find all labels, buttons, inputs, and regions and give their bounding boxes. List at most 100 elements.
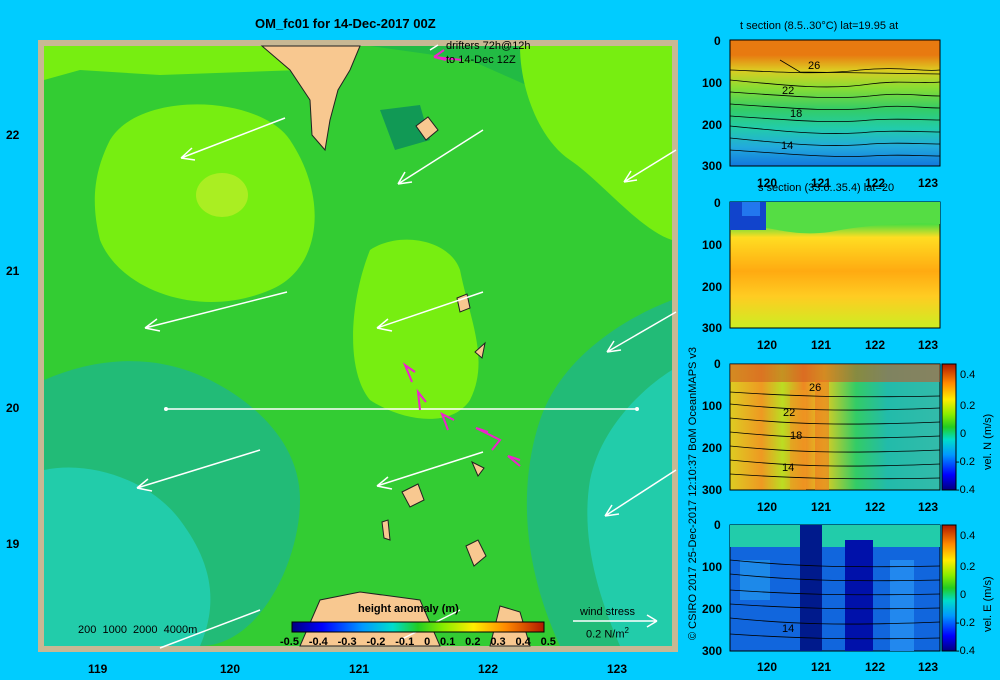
vel-e-panel <box>729 524 957 652</box>
wind-stress-label: wind stress <box>580 606 636 618</box>
lon-tick-119: 119 <box>88 662 108 676</box>
wind-stress-scale-arrow <box>573 614 658 628</box>
e-depth-0: 0 <box>714 518 721 532</box>
lat-tick-21: 21 <box>6 264 20 278</box>
n-cb-tick: 0.2 <box>960 400 976 412</box>
e-lon-121: 121 <box>811 660 832 674</box>
n-depth-0: 0 <box>714 357 721 371</box>
t-section-title: t section (8.5..30°C) lat=19.95 at <box>740 20 899 32</box>
lat-tick-19: 19 <box>6 537 20 551</box>
colorbar-title: height anomaly (m) <box>358 603 459 615</box>
e-lon-122: 122 <box>865 660 886 674</box>
s-depth-100: 100 <box>702 238 723 252</box>
cb-tick: 0.3 <box>490 636 506 648</box>
e-cb-tick: 0.2 <box>960 561 976 573</box>
cb-tick: 0.1 <box>440 636 456 648</box>
drifter-tracks <box>402 49 521 467</box>
t-lon-122: 122 <box>865 176 886 190</box>
n-contour-label: 18 <box>790 430 803 442</box>
e-cb-tick: 0 <box>960 589 967 601</box>
cb-tick: 0.4 <box>515 636 531 648</box>
lon-tick-123: 123 <box>607 662 628 676</box>
colorbar-ticks: -0.5 -0.4 -0.3 -0.2 -0.1 0 0.1 0.2 0.3 0… <box>280 636 556 648</box>
vel-e-colorbar <box>941 524 957 652</box>
t-depth-300: 300 <box>702 159 723 173</box>
e-colorbar-label: vel. E (m/s) <box>982 576 994 632</box>
map-title: OM_fc01 for 14-Dec-2017 00Z <box>255 16 436 31</box>
n-contour-label: 22 <box>783 407 796 419</box>
lat-tick-22: 22 <box>6 128 20 142</box>
n-cb-tick: -0.2 <box>956 456 975 468</box>
e-lon-120: 120 <box>757 660 778 674</box>
credit-line: © CSIRO 2017 25-Dec-2017 12:10:37 BoM Oc… <box>687 346 699 640</box>
s-section-title: s section (33.6..35.4) lat=20 <box>758 182 895 194</box>
e-depth-300: 300 <box>702 644 723 658</box>
drifters-label-2: to 14-Dec 12Z <box>446 54 516 66</box>
e-cb-tick: 0.4 <box>960 530 976 542</box>
n-contour-label: 14 <box>782 462 795 474</box>
s-lon-122: 122 <box>865 338 886 352</box>
n-depth-100: 100 <box>702 399 723 413</box>
t-contour-label: 22 <box>782 85 795 97</box>
height-high-center <box>353 239 479 419</box>
height-colorbar <box>291 621 545 633</box>
cb-tick: -0.2 <box>366 636 386 648</box>
cb-tick: 0 <box>424 636 431 648</box>
wind-stress-scale-exponent: 2 <box>624 626 629 635</box>
n-contour-label: 26 <box>809 382 822 394</box>
cb-tick: -0.4 <box>308 636 328 648</box>
lon-tick-120: 120 <box>220 662 241 676</box>
s-lon-121: 121 <box>811 338 832 352</box>
s-lon-123: 123 <box>918 338 939 352</box>
n-lon-121: 121 <box>811 500 832 514</box>
taiwan-land <box>260 45 361 152</box>
cb-tick: -0.1 <box>395 636 415 648</box>
n-lon-123: 123 <box>918 500 939 514</box>
e-depth-200: 200 <box>702 602 723 616</box>
n-cb-tick: 0.4 <box>960 369 976 381</box>
s-depth-300: 300 <box>702 321 723 335</box>
t-lon-120: 120 <box>757 176 778 190</box>
cb-tick: 0.5 <box>540 636 556 648</box>
n-depth-200: 200 <box>702 441 723 455</box>
n-cb-tick: -0.4 <box>956 484 975 496</box>
cb-tick: -0.3 <box>337 636 357 648</box>
t-depth-0: 0 <box>714 34 721 48</box>
e-lon-123: 123 <box>918 660 939 674</box>
cb-tick: 0.2 <box>465 636 481 648</box>
t-depth-100: 100 <box>702 76 723 90</box>
lon-tick-121: 121 <box>349 662 370 676</box>
vel-n-colorbar <box>941 363 957 491</box>
t-section-panel <box>729 39 941 167</box>
t-lon-121: 121 <box>811 176 832 190</box>
wind-stress-scale: 0.2 N/m2 <box>586 626 629 641</box>
e-depth-100: 100 <box>702 560 723 574</box>
s-section-panel <box>729 201 941 329</box>
n-depth-300: 300 <box>702 483 723 497</box>
height-peak <box>196 173 248 217</box>
s-depth-0: 0 <box>714 196 721 210</box>
depth-legend: 200 1000 2000 4000m <box>78 624 198 636</box>
wind-stress-scale-value: 0.2 N/m <box>586 628 625 641</box>
t-lon-123: 123 <box>918 176 939 190</box>
n-lon-120: 120 <box>757 500 778 514</box>
t-contour-label: 26 <box>808 60 821 72</box>
cb-tick: -0.5 <box>280 636 299 648</box>
drifters-label-1: drifters 72h@12h <box>446 40 531 52</box>
t-contour-label: 14 <box>781 140 794 152</box>
vel-n-panel <box>729 363 957 491</box>
t-section-plot <box>729 39 941 167</box>
n-cb-tick: 0 <box>960 428 967 440</box>
e-cb-tick: -0.2 <box>956 617 975 629</box>
e-cb-tick: -0.4 <box>956 645 975 657</box>
lat-tick-20: 20 <box>6 401 20 415</box>
t-contour-label: 18 <box>790 108 803 120</box>
n-lon-122: 122 <box>865 500 886 514</box>
n-colorbar-label: vel. N (m/s) <box>982 413 994 470</box>
s-depth-200: 200 <box>702 280 723 294</box>
e-contour-label: 14 <box>782 623 795 635</box>
s-lon-120: 120 <box>757 338 778 352</box>
t-depth-200: 200 <box>702 118 723 132</box>
lon-tick-122: 122 <box>478 662 499 676</box>
